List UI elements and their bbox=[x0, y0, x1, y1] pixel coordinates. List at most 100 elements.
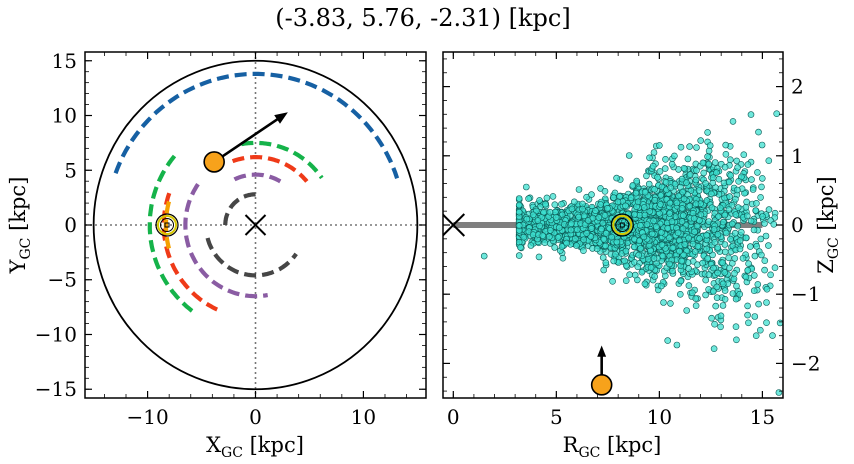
x-tick-label: −10 bbox=[126, 405, 168, 429]
star-point bbox=[719, 218, 727, 226]
star-point bbox=[710, 226, 718, 233]
sun-yellow-ring bbox=[612, 215, 633, 235]
star-point bbox=[775, 389, 783, 396]
star-point bbox=[733, 282, 740, 290]
star-point bbox=[702, 291, 709, 299]
star-point bbox=[588, 191, 595, 198]
star-point bbox=[635, 237, 643, 245]
rz-y-axis-label: ZGC [kpc] bbox=[814, 176, 842, 274]
sun-yellow-ring bbox=[157, 215, 178, 235]
star-point bbox=[729, 118, 737, 125]
star-point bbox=[767, 271, 774, 279]
star-point bbox=[664, 337, 672, 344]
star-point bbox=[711, 320, 718, 328]
star-point bbox=[734, 164, 741, 171]
star-point bbox=[681, 241, 689, 248]
star-point bbox=[732, 195, 739, 203]
star-point bbox=[520, 233, 528, 241]
object-marker bbox=[203, 151, 225, 173]
star-point bbox=[721, 241, 729, 248]
star-point bbox=[728, 220, 736, 228]
star-point bbox=[746, 243, 754, 250]
star-point bbox=[758, 175, 766, 182]
star-point bbox=[567, 220, 575, 227]
star-point bbox=[669, 244, 677, 252]
star-point bbox=[717, 312, 725, 320]
star-point bbox=[627, 194, 635, 201]
star-point bbox=[680, 251, 688, 259]
star-point bbox=[583, 230, 591, 237]
star-point bbox=[742, 204, 750, 211]
star-point bbox=[727, 172, 735, 179]
star-point bbox=[625, 152, 633, 159]
star-point bbox=[692, 176, 700, 184]
star-point bbox=[716, 204, 724, 212]
star-point bbox=[668, 218, 676, 225]
star-point bbox=[579, 205, 586, 213]
star-point bbox=[762, 232, 770, 240]
star-point bbox=[685, 282, 693, 289]
star-point bbox=[660, 299, 667, 306]
xy-plane-panel: −10 0 10 −15 −10 −5 0 5 10 15 XGC [kpc] YGC [kpc] bbox=[6, 49, 427, 461]
star-point bbox=[725, 206, 733, 213]
star-point bbox=[592, 207, 599, 214]
star-point bbox=[679, 212, 687, 219]
star-point bbox=[714, 269, 721, 277]
star-point bbox=[732, 211, 740, 218]
star-point bbox=[700, 169, 708, 177]
star-point bbox=[693, 167, 700, 174]
star-point bbox=[692, 295, 700, 302]
galactic-center-cross bbox=[443, 213, 466, 237]
star-point bbox=[536, 222, 543, 230]
star-point bbox=[589, 214, 597, 222]
star-point bbox=[692, 302, 700, 310]
star-point bbox=[749, 186, 757, 193]
star-point bbox=[559, 254, 567, 262]
sun-outer-ring bbox=[610, 213, 634, 237]
star-point bbox=[604, 205, 611, 212]
star-point bbox=[656, 168, 664, 175]
star-point bbox=[608, 233, 615, 241]
star-point bbox=[721, 248, 729, 256]
star-point bbox=[722, 141, 730, 149]
star-point bbox=[602, 230, 610, 237]
x-tick-label: 0 bbox=[249, 405, 262, 429]
star-point bbox=[744, 311, 751, 319]
star-point bbox=[657, 192, 665, 199]
spiral-arm-arc bbox=[223, 192, 256, 225]
star-point bbox=[661, 165, 669, 172]
star-point bbox=[726, 193, 733, 200]
star-point bbox=[715, 213, 722, 220]
star-point bbox=[726, 156, 734, 163]
star-point bbox=[666, 199, 674, 207]
star-point bbox=[649, 162, 657, 170]
star-point bbox=[601, 212, 609, 219]
y-tick-label: −10 bbox=[35, 322, 77, 346]
star-point bbox=[758, 141, 766, 149]
star-point bbox=[536, 197, 543, 204]
spiral-arm-arc bbox=[241, 140, 324, 180]
star-point bbox=[730, 275, 738, 283]
star-point bbox=[732, 323, 740, 331]
star-point bbox=[534, 217, 542, 224]
velocity-arrow-head bbox=[597, 345, 607, 357]
star-point bbox=[558, 243, 566, 250]
star-point bbox=[743, 212, 751, 220]
star-point bbox=[676, 247, 683, 255]
star-point bbox=[563, 239, 570, 247]
star-point bbox=[646, 208, 654, 215]
star-point bbox=[759, 213, 766, 220]
star-point bbox=[708, 314, 715, 322]
star-point bbox=[638, 268, 646, 276]
star-point bbox=[593, 245, 601, 253]
star-point bbox=[545, 233, 553, 240]
star-point bbox=[736, 245, 744, 253]
star-point bbox=[515, 195, 523, 202]
star-point bbox=[685, 234, 692, 242]
star-point bbox=[651, 273, 659, 280]
star-point bbox=[600, 236, 608, 243]
rz-x-axis-label: RGC [kpc] bbox=[563, 433, 662, 461]
spiral-arm-arc bbox=[233, 172, 282, 184]
star-point bbox=[748, 176, 755, 183]
